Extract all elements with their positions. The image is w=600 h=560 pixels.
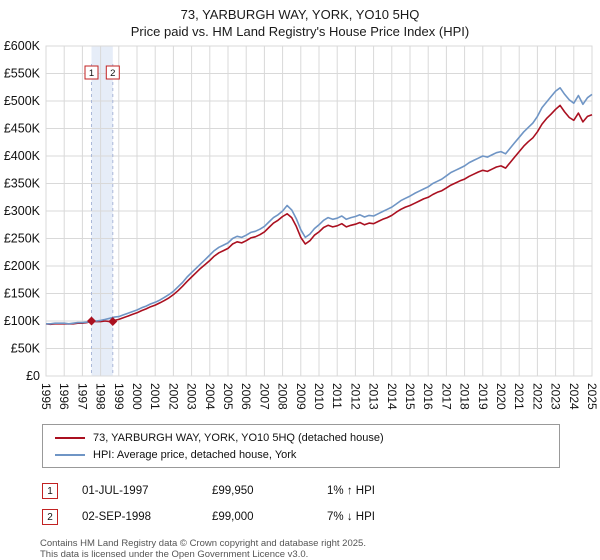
svg-text:£150K: £150K [4, 287, 41, 301]
footer: Contains HM Land Registry data © Crown c… [40, 538, 600, 560]
price-chart[interactable]: £0 £50K £100K £150K £200K £250K £300K £350K £400… [0, 40, 600, 422]
legend-item-property: 73, YARBURGH WAY, YORK, YO10 5HQ (detach… [51, 429, 551, 446]
svg-text:2010: 2010 [312, 383, 326, 410]
svg-text:£300K: £300K [4, 204, 41, 218]
svg-text:£600K: £600K [4, 40, 41, 53]
svg-text:£200K: £200K [4, 259, 41, 273]
svg-text:1995: 1995 [39, 383, 53, 410]
svg-text:2023: 2023 [549, 383, 563, 410]
svg-text:1996: 1996 [57, 383, 71, 410]
series-line-1 [46, 86, 593, 325]
svg-text:£500K: £500K [4, 94, 41, 108]
svg-text:2006: 2006 [239, 383, 253, 410]
transaction-date: 02-SEP-1998 [82, 511, 152, 523]
footer-copyright: Contains HM Land Registry data © Crown c… [40, 538, 366, 549]
svg-text:2024: 2024 [567, 383, 581, 410]
chart-area: £0 £50K £100K £150K £200K £250K £300K £350K £400… [0, 40, 600, 422]
svg-text:2025: 2025 [585, 383, 599, 410]
transactions-list: 1 01-JUL-1997 £99,950 1% ↑ HPI 2 02-SEP-… [42, 478, 560, 530]
svg-text:2: 2 [110, 68, 115, 79]
svg-text:2004: 2004 [203, 383, 217, 410]
svg-text:2001: 2001 [148, 383, 162, 410]
transaction-hpi-delta: 7% ↓ HPI [327, 511, 375, 523]
page-title: 73, YARBURGH WAY, YORK, YO10 5HQ [180, 7, 420, 22]
legend-label: HPI: Average price, detached house, York [93, 448, 297, 461]
svg-text:£450K: £450K [4, 122, 41, 136]
sale-diamond-marker [87, 316, 96, 326]
svg-text:2005: 2005 [221, 383, 235, 410]
legend-label: 73, YARBURGH WAY, YORK, YO10 5HQ (detach… [93, 431, 384, 444]
svg-text:2016: 2016 [421, 383, 435, 410]
svg-text:2013: 2013 [367, 383, 381, 410]
svg-text:£550K: £550K [4, 67, 41, 81]
series-line-0 [45, 104, 593, 326]
svg-text:2002: 2002 [166, 383, 180, 410]
legend: 73, YARBURGH WAY, YORK, YO10 5HQ (detach… [42, 424, 560, 468]
hpi-line-swatch-icon [55, 453, 85, 456]
svg-text:2007: 2007 [257, 383, 271, 410]
svg-text:2018: 2018 [458, 383, 472, 410]
footer-licence: This data is licensed under the Open Gov… [40, 549, 309, 560]
svg-text:£0: £0 [26, 369, 40, 383]
page-subtitle: Price paid vs. HM Land Registry's House … [130, 24, 470, 39]
svg-text:2017: 2017 [439, 383, 453, 410]
svg-text:1999: 1999 [112, 383, 126, 410]
svg-text:2015: 2015 [403, 383, 417, 410]
svg-text:1998: 1998 [94, 383, 108, 410]
svg-text:2020: 2020 [494, 383, 508, 410]
svg-text:£400K: £400K [4, 149, 41, 163]
transaction-marker: 2 [42, 509, 58, 525]
svg-text:1997: 1997 [75, 383, 89, 410]
transaction-price: £99,000 [212, 511, 254, 523]
sale-diamond-marker [108, 317, 118, 327]
transaction-row: 1 01-JUL-1997 £99,950 1% ↑ HPI [42, 478, 560, 504]
svg-text:£50K: £50K [11, 342, 41, 356]
svg-text:2021: 2021 [512, 383, 526, 410]
legend-item-hpi: HPI: Average price, detached house, York [51, 446, 551, 463]
sale-flag [84, 65, 99, 80]
svg-text:£250K: £250K [4, 232, 41, 246]
sale-flag [105, 65, 120, 80]
svg-text:2011: 2011 [330, 383, 344, 409]
svg-text:2009: 2009 [294, 383, 308, 410]
property-line-swatch-icon [55, 436, 85, 439]
svg-text:2003: 2003 [185, 383, 199, 410]
transaction-date: 01-JUL-1997 [82, 485, 149, 497]
chart-header: 73, YARBURGH WAY, YORK, YO10 5HQ Price p… [0, 0, 600, 40]
transaction-row: 2 02-SEP-1998 £99,000 7% ↓ HPI [42, 504, 560, 530]
transaction-hpi-delta: 1% ↑ HPI [327, 485, 375, 497]
svg-text:£100K: £100K [4, 314, 41, 328]
svg-text:2014: 2014 [385, 383, 399, 410]
transaction-price: £99,950 [212, 485, 254, 497]
svg-text:2008: 2008 [276, 383, 290, 410]
svg-text:2019: 2019 [476, 383, 490, 410]
svg-text:2022: 2022 [530, 383, 544, 410]
svg-text:2000: 2000 [130, 383, 144, 410]
transaction-marker: 1 [42, 483, 58, 499]
svg-text:1: 1 [89, 68, 94, 79]
svg-text:2012: 2012 [348, 383, 362, 410]
svg-text:£350K: £350K [4, 177, 41, 191]
